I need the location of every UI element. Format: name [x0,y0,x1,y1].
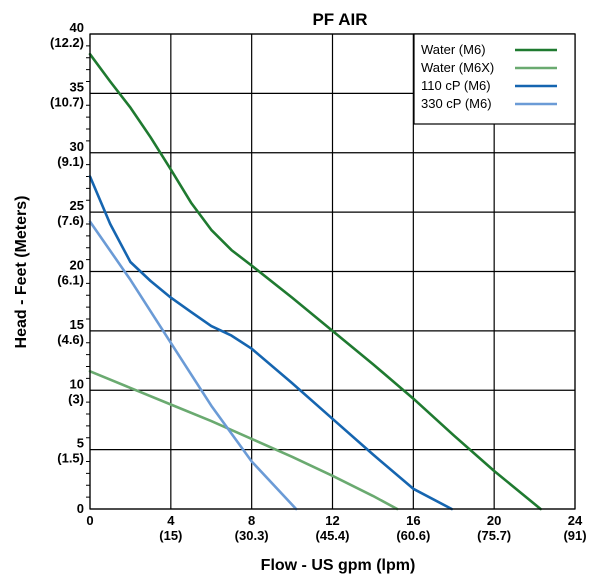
y-tick-label: 0 [77,501,84,516]
chart-title: PF AIR [312,10,367,29]
x-tick-label: 12 [325,513,339,528]
y-tick-sublabel: (6.1) [57,273,84,288]
series-line [88,220,298,511]
y-tick-label: 25 [70,198,84,213]
x-tick-label: 4 [167,513,175,528]
x-tick-sublabel: (15) [159,528,182,543]
y-tick-sublabel: (3) [68,391,84,406]
y-tick-label: 30 [70,139,84,154]
plot-frame [89,33,576,510]
y-tick-sublabel: (10.7) [50,94,84,109]
x-tick-label: 24 [568,513,583,528]
y-tick-sublabel: (7.6) [57,213,84,228]
legend-label: Water (M6) [421,42,486,57]
x-tick-sublabel: (75.7) [477,528,511,543]
y-axis-label: Head - Feet (Meters) [13,196,30,349]
x-tick-label: 0 [86,513,93,528]
y-tick-label: 15 [70,317,84,332]
x-axis-label: Flow - US gpm (lpm) [261,557,416,574]
y-tick-labels: 0 5(1.5) 10(3) 15(4.6) 20(6.1) 25(7.6) 30(9.1)… [50,20,84,516]
x-tick-sublabel: (45.4) [316,528,350,543]
x-tick-label: 8 [248,513,255,528]
x-tick-sublabel: (91) [563,528,586,543]
series-line [88,370,399,511]
series-layer [88,52,542,511]
legend: Water (M6) Water (M6X) 110 cP (M6) 330 cP (… [413,33,576,125]
legend-label: 110 cP (M6) [421,78,491,93]
x-tick-label: 20 [487,513,501,528]
legend-label: Water (M6X) [421,60,494,75]
x-tick-sublabel: (30.3) [235,528,269,543]
y-tick-label: 20 [70,258,84,273]
legend-label: 330 cP (M6) [421,96,492,111]
series-line [88,52,542,511]
y-tick-label: 10 [70,376,84,391]
y-tick-label: 40 [70,20,84,35]
series-line [88,175,453,511]
x-tick-labels: 0 4(15) 8(30.3) 12(45.4) 16(60.6) 20(75.7) 24(… [86,513,586,543]
x-tick-sublabel: (60.6) [396,528,430,543]
x-tick-label: 16 [406,513,420,528]
y-tick-sublabel: (9.1) [57,154,84,169]
y-tick-label: 35 [70,79,84,94]
y-tick-sublabel: (12.2) [50,35,84,50]
y-tick-sublabel: (1.5) [57,451,84,466]
y-tick-label: 5 [77,436,84,451]
y-tick-sublabel: (4.6) [57,332,84,347]
